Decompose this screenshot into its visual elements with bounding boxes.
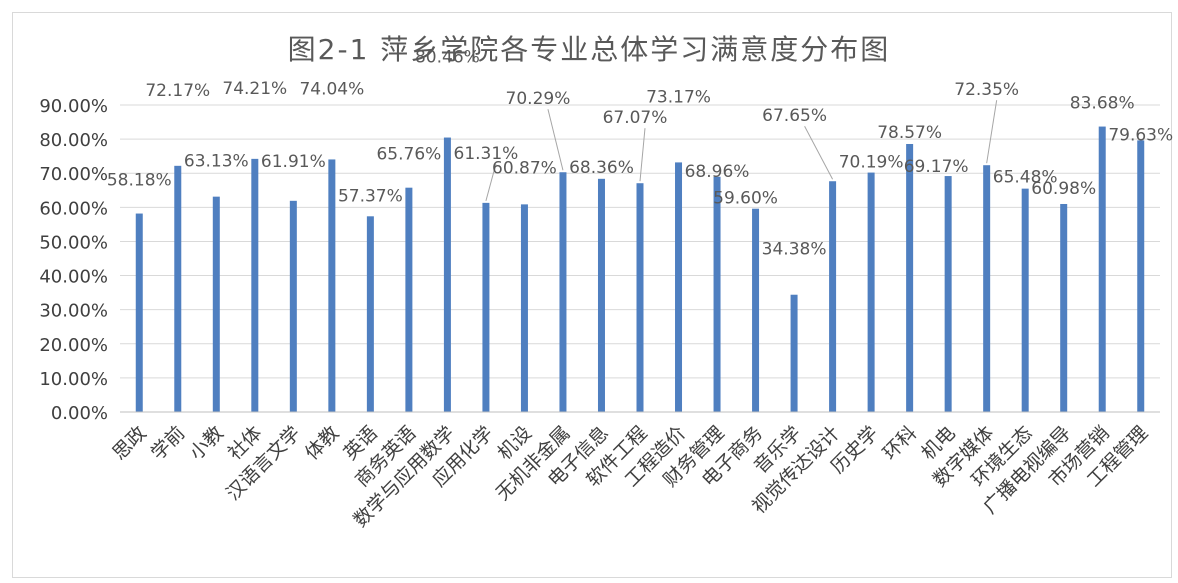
data-label: 61.31% (454, 144, 519, 164)
leader-line (986, 100, 998, 164)
bar (174, 165, 182, 412)
data-label: 67.65% (762, 106, 827, 126)
bar (829, 181, 837, 412)
bar (366, 216, 374, 412)
data-label: 80.46% (415, 48, 480, 68)
bar (675, 162, 683, 412)
data-label: 72.17% (145, 81, 210, 101)
leader-line (639, 128, 646, 182)
bar (713, 176, 721, 412)
data-label: 72.35% (954, 80, 1019, 100)
bar (1060, 203, 1068, 412)
y-tick-label: 60.00% (39, 198, 108, 219)
y-axis: 0.00% 10.00% 20.00% 30.00% 40.00% 50.00% 60.00… (39, 96, 108, 424)
bar (906, 143, 914, 412)
x-tick-label: 环科 (879, 422, 921, 464)
bar (212, 196, 220, 412)
data-label: 34.38% (762, 240, 827, 260)
data-label: 65.76% (376, 145, 441, 165)
data-label: 74.04% (299, 79, 364, 99)
chart-frame (12, 12, 1172, 578)
x-tick-label: 小教 (185, 422, 227, 464)
data-label: 73.17% (646, 87, 711, 107)
data-label: 60.98% (1031, 179, 1096, 199)
data-label: 74.21% (222, 79, 287, 99)
data-label: 60.87% (492, 158, 557, 178)
bar (520, 204, 528, 412)
y-tick-label: 90.00% (39, 96, 108, 117)
bar (1021, 188, 1029, 412)
bar (790, 294, 798, 412)
x-tick-label: 学前 (147, 422, 189, 464)
data-label: 83.68% (1070, 94, 1135, 114)
leader-line (804, 126, 834, 180)
bar (867, 172, 875, 412)
data-label: 67.07% (603, 108, 668, 128)
leader-line (485, 163, 497, 201)
bar (597, 178, 605, 412)
x-tick-label: 思政 (108, 422, 150, 464)
bar (559, 172, 567, 412)
y-tick-label: 0.00% (51, 403, 108, 424)
bar (1098, 126, 1106, 412)
data-label: 70.19% (839, 153, 904, 173)
y-tick-label: 70.00% (39, 164, 108, 185)
x-axis: 思政学前小教社体汉语言文学体教英语商务英语数学与应用数学应用化学机设无机非金属电… (108, 411, 1160, 532)
bar (944, 176, 952, 412)
leader-line (547, 109, 564, 171)
bar (1137, 140, 1145, 412)
x-tick-label: 汉语言文学 (222, 422, 305, 505)
bar (328, 159, 336, 412)
data-label: 63.13% (184, 152, 249, 172)
y-tick-label: 20.00% (39, 335, 108, 356)
data-label: 61.91% (261, 152, 326, 172)
bar (135, 213, 143, 412)
bar (443, 137, 451, 413)
bar (482, 202, 490, 412)
chart-title: 图2-1 萍乡学院各专业总体学习满意度分布图 (287, 33, 891, 66)
y-tick-label: 10.00% (39, 369, 108, 390)
data-label: 65.48% (993, 168, 1058, 188)
data-label: 58.18% (107, 171, 172, 191)
y-tick-label: 50.00% (39, 232, 108, 253)
data-label: 68.36% (569, 158, 634, 178)
data-label: 78.57% (877, 123, 942, 143)
data-label: 59.60% (713, 189, 778, 209)
bar (405, 187, 413, 412)
data-label: 70.29% (506, 89, 571, 109)
bar (636, 183, 644, 412)
bars (135, 126, 1145, 413)
bar (752, 208, 760, 412)
bar (251, 158, 259, 412)
bar (983, 165, 991, 412)
data-labels: 58.18% 72.17% 63.13% 74.21% 61.91% 74.04% 57.3… (107, 48, 1173, 260)
x-tick-label: 体教 (301, 422, 343, 464)
y-tick-label: 80.00% (39, 130, 108, 151)
y-tick-label: 30.00% (39, 301, 108, 322)
y-tick-label: 40.00% (39, 267, 108, 288)
data-label: 79.63% (1108, 125, 1173, 145)
leader-lines (485, 100, 998, 201)
bar (289, 200, 297, 412)
data-label: 69.17% (904, 157, 969, 177)
data-label: 68.96% (685, 162, 750, 182)
data-label: 57.37% (338, 186, 403, 206)
